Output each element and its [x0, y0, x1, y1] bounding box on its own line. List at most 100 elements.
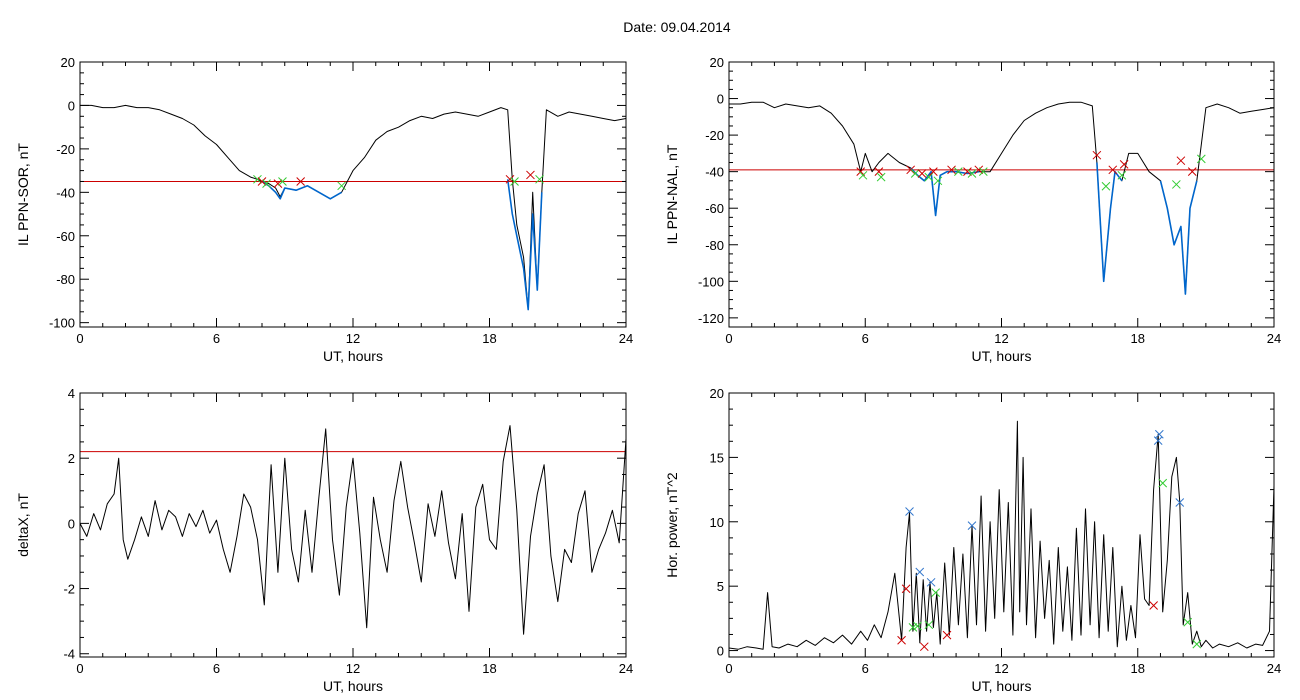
event-marker-start — [1101, 181, 1111, 191]
x-tick-label: 18 — [1131, 331, 1145, 346]
x-tick-label: 0 — [76, 661, 83, 676]
event-marker-peak — [905, 507, 914, 516]
y-tick-label: -60 — [56, 229, 75, 244]
event-marker-start — [910, 169, 920, 178]
x-tick-label: 6 — [862, 661, 869, 676]
y-tick-label: -80 — [56, 272, 75, 287]
panel-ppn-sor: 0 6 12 18 24 20 0 -20 -40 -60 -80 -100 UT, hours IL P… — [15, 55, 633, 364]
y-tick-label: -100 — [698, 274, 724, 289]
event-marker-start — [1183, 617, 1193, 627]
x-axis-label: UT, hours — [972, 348, 1032, 364]
x-tick-label: 18 — [482, 331, 496, 346]
x-tick-label: 12 — [346, 331, 360, 346]
y-tick-label: 5 — [717, 579, 724, 594]
event-marker-end — [1149, 601, 1159, 610]
event-marker-end — [505, 174, 515, 184]
event-marker-start — [278, 177, 287, 186]
y-axis-label: IL PPN-SOR, nT — [15, 143, 31, 246]
event-marker-start — [535, 174, 544, 184]
y-tick-label: 0 — [717, 644, 724, 659]
data-trace — [80, 425, 626, 635]
page-title: Date: 09.04.2014 — [623, 19, 731, 35]
event-marker-end — [917, 169, 927, 178]
event-marker-peak — [1154, 429, 1164, 439]
event-marker-start — [253, 174, 262, 184]
y-tick-label: 10 — [710, 515, 724, 530]
event-marker-start — [931, 588, 940, 597]
x-tick-label: 12 — [346, 661, 360, 676]
event-marker-end — [929, 167, 938, 177]
event-segment — [506, 179, 543, 311]
x-tick-label: 24 — [619, 661, 633, 676]
plot-frame — [728, 61, 1275, 328]
y-tick-label: -100 — [49, 316, 75, 331]
event-marker-start — [1171, 180, 1181, 189]
x-tick-label: 0 — [725, 661, 732, 676]
event-marker-end — [526, 170, 535, 180]
event-marker-end — [974, 165, 984, 175]
data-trace — [80, 104, 626, 311]
x-tick-label: 24 — [619, 331, 633, 346]
event-marker-start — [262, 179, 271, 188]
y-tick-label: -2 — [63, 582, 75, 597]
event-marker-end — [1176, 156, 1186, 166]
y-tick-label: 20 — [61, 55, 75, 70]
data-trace — [729, 420, 1274, 650]
y-axis-label: deltaX, nT — [15, 493, 31, 557]
event-marker-start — [924, 172, 934, 182]
event-segment — [910, 167, 979, 217]
x-tick-label: 0 — [76, 331, 83, 346]
y-axis-label: IL PPN-NAL, nT — [664, 144, 680, 244]
event-marker-end — [273, 179, 283, 188]
y-tick-label: -60 — [705, 201, 724, 216]
x-tick-label: 12 — [994, 331, 1008, 346]
event-marker-start — [954, 167, 963, 177]
y-tick-label: 0 — [717, 92, 724, 107]
y-tick-label: -40 — [705, 165, 724, 180]
event-marker-start — [1158, 478, 1168, 488]
panel-hor-power: 0 6 12 18 24 20 15 10 5 0 UT, hours Hor. power, nT^… — [664, 386, 1281, 694]
y-tick-label: -120 — [698, 311, 724, 326]
y-tick-label: 2 — [68, 451, 75, 466]
event-marker-start — [1196, 154, 1206, 164]
x-axis-label: UT, hours — [323, 348, 383, 364]
x-axis-label: UT, hours — [972, 678, 1032, 694]
event-marker-end — [1187, 167, 1197, 177]
event-marker-peak — [967, 521, 977, 530]
y-tick-label: -20 — [56, 142, 75, 157]
x-tick-label: 6 — [213, 331, 220, 346]
event-marker-peak — [926, 577, 936, 587]
event-marker-end — [897, 635, 906, 645]
event-marker-end — [906, 165, 916, 175]
event-segment — [261, 180, 342, 200]
y-tick-label: -40 — [56, 185, 75, 200]
event-marker-start — [933, 176, 943, 186]
y-tick-label: 0 — [68, 516, 75, 531]
y-tick-label: 4 — [68, 386, 75, 401]
event-marker-start — [1192, 639, 1202, 649]
event-marker-start — [510, 177, 519, 186]
event-marker-start — [913, 621, 922, 631]
event-marker-peak — [1175, 498, 1185, 507]
x-tick-label: 0 — [725, 331, 732, 346]
x-tick-label: 6 — [213, 661, 220, 676]
x-tick-label: 12 — [994, 661, 1008, 676]
y-tick-label: 0 — [68, 98, 75, 113]
event-marker-end — [947, 165, 956, 175]
event-marker-end — [1108, 165, 1118, 175]
panel-ppn-nal: 0 6 12 18 24 20 0 -20 -40 -60 -80 -100 -120 UT, hours… — [664, 55, 1281, 364]
event-marker-end — [257, 177, 267, 186]
y-tick-label: -4 — [63, 647, 75, 662]
y-tick-label: -20 — [705, 128, 724, 143]
plot-frame — [728, 392, 1275, 658]
y-axis-label: Hor. power, nT^2 — [664, 472, 680, 578]
event-marker-end — [942, 630, 952, 640]
x-axis-label: UT, hours — [323, 678, 383, 694]
y-tick-label: 20 — [710, 55, 724, 70]
x-tick-label: 18 — [482, 661, 496, 676]
event-marker-end — [1092, 150, 1102, 160]
x-tick-label: 6 — [862, 331, 869, 346]
plot-frame — [79, 392, 627, 658]
event-marker-start — [1117, 170, 1127, 180]
